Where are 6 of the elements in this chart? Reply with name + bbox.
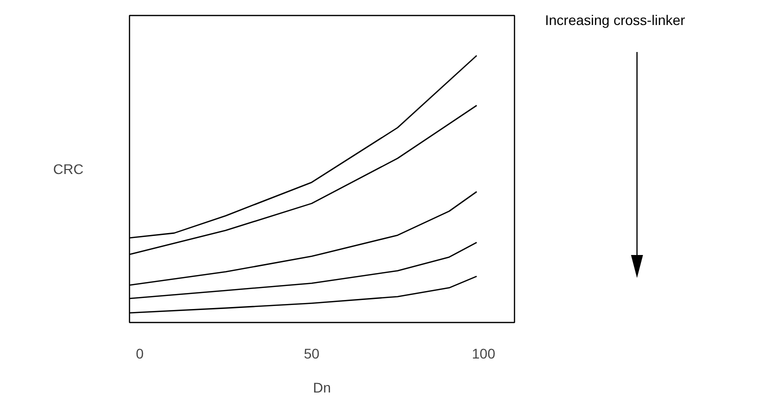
x-tick-label: 50 [304,346,320,362]
x-tick-label: 0 [136,346,144,362]
text: Increasing cross-linker [545,11,686,30]
y-axis-title: CRC [53,161,84,177]
x-tick-label: 100 [472,346,496,362]
x-axis-title: Dn [313,380,331,396]
